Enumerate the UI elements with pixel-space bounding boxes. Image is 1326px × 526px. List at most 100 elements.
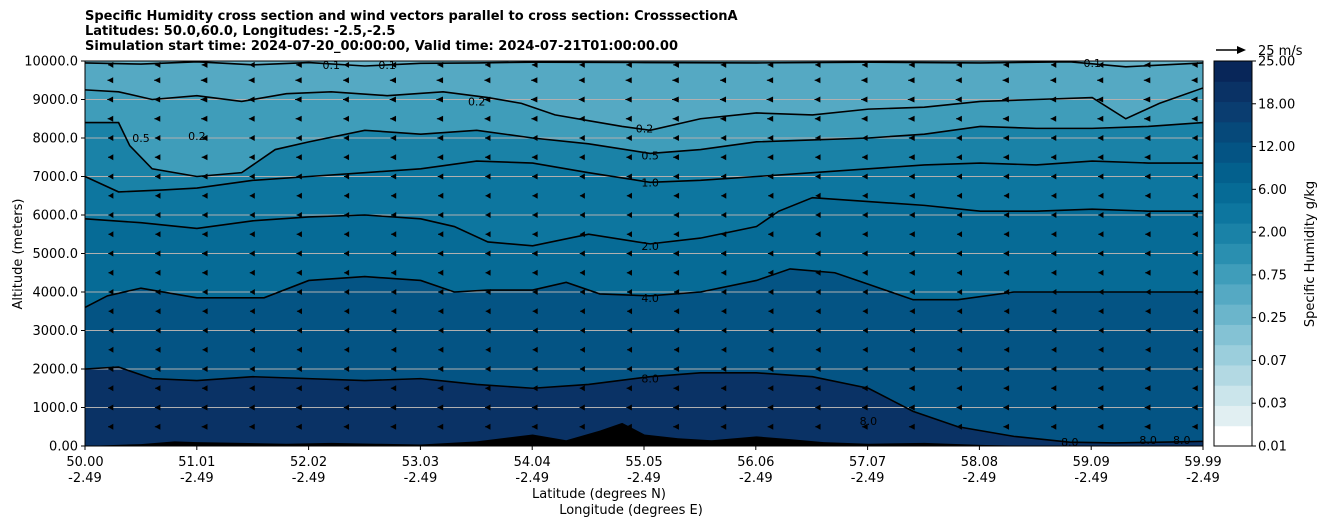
- colorbar-segment: [1214, 162, 1252, 184]
- wind-vector-head: [721, 212, 727, 218]
- wind-vector-head: [862, 423, 868, 430]
- wind-vector-head: [296, 250, 302, 257]
- wind-vector-head: [436, 115, 444, 122]
- wind-vector-head: [1002, 77, 1009, 84]
- wind-vector-head: [1004, 289, 1010, 295]
- wind-vector-head: [200, 77, 208, 84]
- wind-vector-head: [956, 404, 962, 411]
- wind-vector-head: [673, 404, 679, 411]
- wind-vector-head: [626, 135, 632, 141]
- wind-vector-head: [1098, 327, 1104, 334]
- wind-vector-head: [296, 61, 302, 68]
- wind-vector-head: [108, 327, 114, 334]
- wind-vector-head: [1003, 192, 1010, 199]
- wind-vector-head: [768, 327, 774, 334]
- wind-vector-head: [1051, 346, 1057, 353]
- wind-vector-head: [907, 96, 915, 103]
- colorbar-tick-label: 2.00: [1258, 226, 1287, 241]
- y-tick-label: 1000.0: [33, 401, 79, 416]
- wind-vector-head: [532, 192, 538, 199]
- wind-vector-head: [956, 269, 963, 276]
- wind-vector-head: [296, 173, 302, 180]
- wind-vector-head: [344, 366, 350, 372]
- wind-vector-head: [155, 231, 161, 238]
- wind-vector-head: [862, 385, 868, 392]
- title-line-1: Specific Humidity cross section and wind…: [85, 9, 738, 24]
- wind-vector-head: [1098, 212, 1104, 218]
- wind-vector-head: [1191, 115, 1198, 122]
- wind-vector-head: [200, 96, 208, 103]
- wind-vector-head: [579, 250, 585, 257]
- y-tick-label: 6000.0: [33, 209, 79, 224]
- wind-vector-head: [437, 231, 444, 238]
- wind-vector-head: [580, 289, 585, 295]
- wind-vector-head: [296, 423, 302, 430]
- wind-vector-head: [863, 327, 868, 334]
- x-tick-label-lon: -2.49: [963, 471, 997, 486]
- wind-vector-head: [720, 135, 727, 141]
- wind-vector-head: [390, 404, 397, 411]
- wind-vector-head: [485, 346, 491, 353]
- wind-vector-head: [909, 346, 915, 353]
- wind-vector-head: [956, 115, 962, 122]
- wind-vector-head: [1051, 212, 1057, 218]
- wind-vector-head: [296, 289, 302, 295]
- wind-vector-head: [1003, 366, 1010, 372]
- wind-vector-head: [390, 423, 397, 430]
- wind-vector-head: [295, 77, 302, 84]
- wind-vector-head: [155, 289, 161, 295]
- wind-vector-head: [531, 115, 538, 122]
- wind-vector-head: [1050, 115, 1057, 122]
- x-axis-label-lat: Latitude (degrees N): [532, 487, 666, 502]
- wind-vector-head: [390, 115, 397, 122]
- wind-vector-head: [1143, 96, 1151, 103]
- wind-vector-head: [108, 366, 114, 372]
- wind-vector-head: [909, 269, 915, 276]
- wind-vector-head: [767, 154, 774, 161]
- wind-vector-head: [153, 96, 161, 103]
- wind-vector-head: [1192, 366, 1198, 372]
- wind-vector-head: [909, 231, 915, 238]
- wind-vector-head: [155, 173, 161, 180]
- wind-vector-head: [342, 96, 349, 103]
- wind-vector-head: [343, 115, 349, 122]
- wind-vector-head: [720, 404, 727, 411]
- wind-vector-head: [956, 61, 962, 68]
- wind-vector-head: [108, 154, 114, 161]
- wind-vector-head: [390, 61, 397, 68]
- wind-vector-head: [155, 346, 161, 353]
- wind-vector-head: [1097, 115, 1104, 122]
- wind-vector-head: [1051, 269, 1057, 276]
- wind-vector-head: [673, 154, 679, 161]
- wind-vector-head: [956, 192, 963, 199]
- wind-vector-head: [578, 77, 585, 84]
- wind-vector-head: [249, 192, 255, 199]
- wind-vector-head: [814, 115, 821, 122]
- wind-vector-head: [532, 212, 538, 218]
- wind-vector-head: [721, 231, 727, 238]
- colorbar-frame: [1213, 60, 1253, 447]
- wind-vector-head: [343, 77, 349, 84]
- wind-vector-head: [154, 404, 161, 411]
- colorbar-segment: [1214, 283, 1252, 305]
- wind-vector-head: [1192, 308, 1198, 315]
- wind-vector-head: [343, 61, 350, 68]
- wind-vector-head: [626, 423, 632, 430]
- wind-vector-head: [956, 250, 962, 257]
- wind-vector-head: [155, 269, 161, 276]
- x-tick-label-lon: -2.49: [68, 471, 102, 486]
- y-tick-label: 2000.0: [33, 363, 79, 378]
- wind-vector-head: [1051, 250, 1057, 257]
- wind-vector-head: [343, 173, 350, 180]
- wind-vector-head: [248, 77, 255, 84]
- x-tick-label-lon: -2.49: [180, 471, 214, 486]
- wind-vector-head: [768, 212, 774, 218]
- contour-label: 8.0: [1061, 436, 1079, 449]
- x-tick-label-lat: 54.04: [514, 455, 551, 470]
- colorbar-segment: [1214, 81, 1252, 103]
- wind-vector-head: [249, 346, 255, 353]
- wind-vector-head: [1003, 404, 1010, 411]
- wind-vector-head: [957, 289, 963, 295]
- wind-vector-head: [343, 250, 350, 257]
- quiver-key-arrow-head: [1237, 46, 1246, 54]
